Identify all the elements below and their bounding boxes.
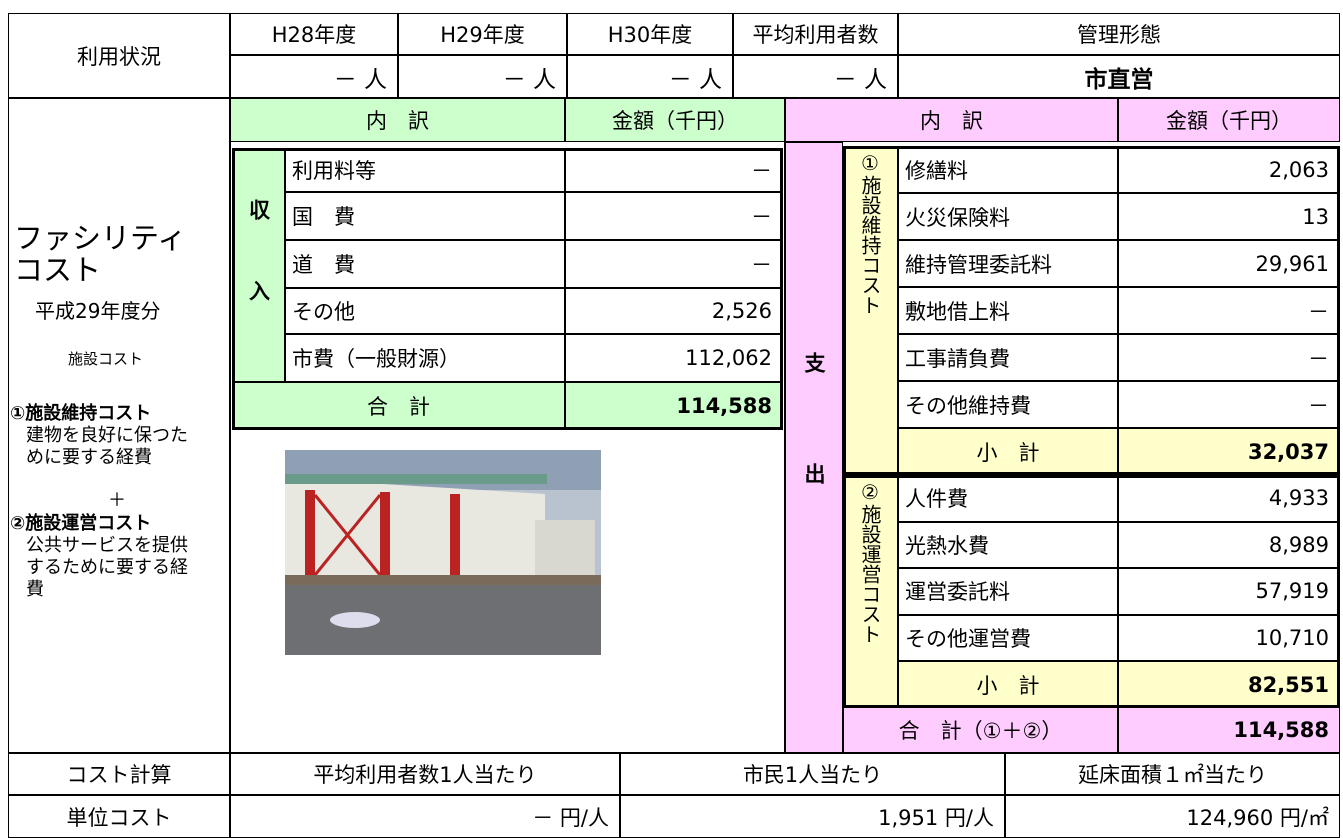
facility-title: ファシリティコスト [14, 221, 187, 287]
usage-header: H28年度 [230, 13, 398, 55]
unit-header: 市民1人当たり [620, 753, 1005, 795]
income-item: 国 費 [285, 192, 565, 240]
expense-header: 金額（千円） [1118, 98, 1340, 142]
income-total-label: 合 計 [232, 382, 565, 430]
note2-body: 公共サービスを提供するために要する経費 [26, 535, 188, 600]
expense-amount: 57,919 [1118, 568, 1340, 615]
usage-header: 平均利用者数 [733, 13, 898, 55]
note1-body: 建物を良好に保つために要する経費 [26, 425, 188, 468]
facility-photo [285, 450, 601, 655]
expense-header: 内 訳 [785, 98, 1118, 142]
expense-amount: 13 [1118, 193, 1340, 240]
income-amount: 2,526 [565, 288, 783, 334]
usage-header: H30年度 [567, 13, 733, 55]
note1-title: ①施設維持コスト [10, 403, 152, 424]
expense-item: 運営委託料 [898, 568, 1118, 615]
income-amount: 112,062 [565, 334, 783, 382]
subtotal-label: 小 計 [898, 661, 1118, 708]
expense-amount: － [1118, 287, 1340, 334]
section-label: ①施設維持コスト [843, 146, 898, 475]
unit-value: 124,960 円/㎡ [1005, 795, 1340, 838]
income-label: 収入 [232, 148, 285, 382]
expense-amount: 4,933 [1118, 475, 1340, 522]
income-header: 金額（千円） [565, 98, 785, 142]
expense-item: 維持管理委託料 [898, 240, 1118, 287]
usage-value: － 人 [398, 55, 567, 98]
income-item: 利用料等 [285, 148, 565, 192]
usage-value: 市直営 [898, 55, 1340, 98]
unit-value: － 円/人 [230, 795, 620, 838]
expense-amount: 2,063 [1118, 146, 1340, 193]
unit-value: 1,951 円/人 [620, 795, 1005, 838]
usage-value: － 人 [230, 55, 398, 98]
subtotal-label: 小 計 [898, 428, 1118, 475]
expense-amount: 10,710 [1118, 614, 1340, 661]
income-item: 市費（一般財源） [285, 334, 565, 382]
usage-label: 利用状況 [8, 13, 230, 98]
usage-header: H29年度 [398, 13, 567, 55]
income-item: その他 [285, 288, 565, 334]
income-item: 道 費 [285, 240, 565, 288]
income-amount: － [565, 192, 783, 240]
unit-header: 延床面積１㎡当たり [1005, 753, 1340, 795]
unit-row-label: 単位コスト [8, 795, 230, 838]
facility-subtitle: 施設コスト [68, 350, 144, 368]
income-header: 内 訳 [230, 98, 565, 142]
unit-header: 平均利用者数1人当たり [230, 753, 620, 795]
income-total: 114,588 [565, 382, 783, 430]
unit-label: コスト計算 [8, 753, 230, 795]
subtotal: 32,037 [1118, 428, 1340, 475]
income-amount: － [565, 240, 783, 288]
expense-item: その他運営費 [898, 614, 1118, 661]
expense-amount: － [1118, 381, 1340, 428]
expense-item: 人件費 [898, 475, 1118, 522]
usage-value: － 人 [733, 55, 898, 98]
subtotal: 82,551 [1118, 661, 1340, 708]
expense-total-label: 合 計（①＋②） [843, 707, 1118, 753]
income-amount: － [565, 148, 783, 192]
expense-amount: 29,961 [1118, 240, 1340, 287]
note2-title: ②施設運営コスト [10, 513, 152, 534]
section-label: ②施設運営コスト [843, 475, 898, 708]
expense-item: 火災保険料 [898, 193, 1118, 240]
expense-total: 114,588 [1118, 707, 1340, 753]
usage-value: － 人 [567, 55, 733, 98]
expense-label: 支出 [785, 142, 843, 753]
expense-item: その他維持費 [898, 381, 1118, 428]
expense-item: 工事請負費 [898, 334, 1118, 381]
facility-left [8, 98, 230, 753]
facility-period: 平成29年度分 [35, 299, 161, 323]
plus: ＋ [108, 490, 126, 511]
expense-amount: 8,989 [1118, 521, 1340, 568]
expense-item: 修繕料 [898, 146, 1118, 193]
expense-item: 敷地借上料 [898, 287, 1118, 334]
expense-item: 光熱水費 [898, 521, 1118, 568]
expense-amount: － [1118, 334, 1340, 381]
usage-header: 管理形態 [898, 13, 1340, 55]
